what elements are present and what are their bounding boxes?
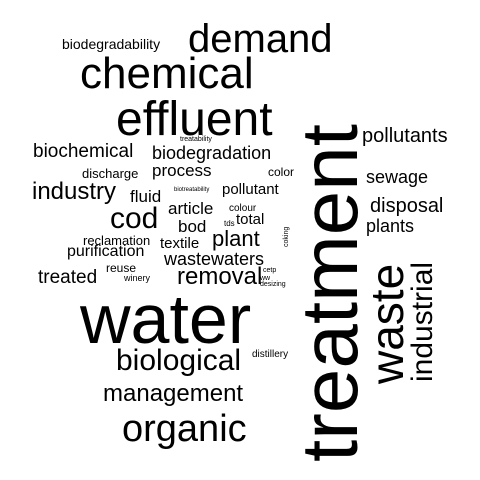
word-biological: biological [116,344,242,377]
word-textile: textile [160,235,200,252]
word-treatment: treatment [285,124,374,462]
word-removal: removal [177,263,263,290]
word-total: total [236,211,265,228]
word-purification: purification [67,243,145,260]
word-article: article [168,199,214,218]
word-biodegradability: biodegradability [62,36,161,52]
word-management: management [103,380,244,407]
word-plant: plant [212,226,260,251]
word-water: water [80,280,252,358]
word-cetp: cetp [263,267,277,274]
word-treatability: treatability [180,136,212,143]
word-demand: demand [188,17,333,61]
word-biotreatability: biotreatability [174,187,210,193]
word-winery: winery [124,273,151,283]
word-wastewaters: wastewaters [164,249,265,269]
word-ww: ww [260,275,271,282]
word-tds: tds [224,219,235,228]
word-colour: colour [229,203,257,214]
word-coking: coking [283,226,290,247]
word-bod: bod [178,217,207,236]
word-organic: organic [122,408,247,450]
word-industry: industry [32,178,117,205]
word-cod: cod [110,202,159,235]
word-biodegradation: biodegradation [152,143,272,163]
word-treated: treated [38,267,98,288]
word-distillery: distillery [252,349,289,360]
word-plants: plants [366,216,415,236]
word-desizing: desizing [260,281,286,288]
word-process: process [152,161,212,180]
word-discharge: discharge [82,166,139,181]
word-biochemical: biochemical [33,141,134,162]
word-disposal: disposal [370,195,444,217]
word-industrial: industrial [406,261,439,382]
word-chemical: chemical [80,49,254,98]
word-reuse: reuse [106,261,137,275]
word-reclamation: reclamation [83,233,151,248]
word-pollutants: pollutants [362,125,448,147]
word-waste: waste [361,263,413,384]
word-pollutant: pollutant [222,181,279,198]
word-color: color [268,165,295,179]
word-effluent: effluent [116,93,273,146]
word-sewage: sewage [366,167,429,187]
word-fluid: fluid [130,187,162,206]
